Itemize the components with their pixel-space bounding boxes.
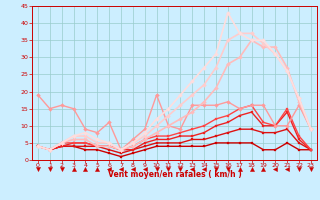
X-axis label: Vent moyen/en rafales ( km/h ): Vent moyen/en rafales ( km/h ) <box>108 170 241 179</box>
